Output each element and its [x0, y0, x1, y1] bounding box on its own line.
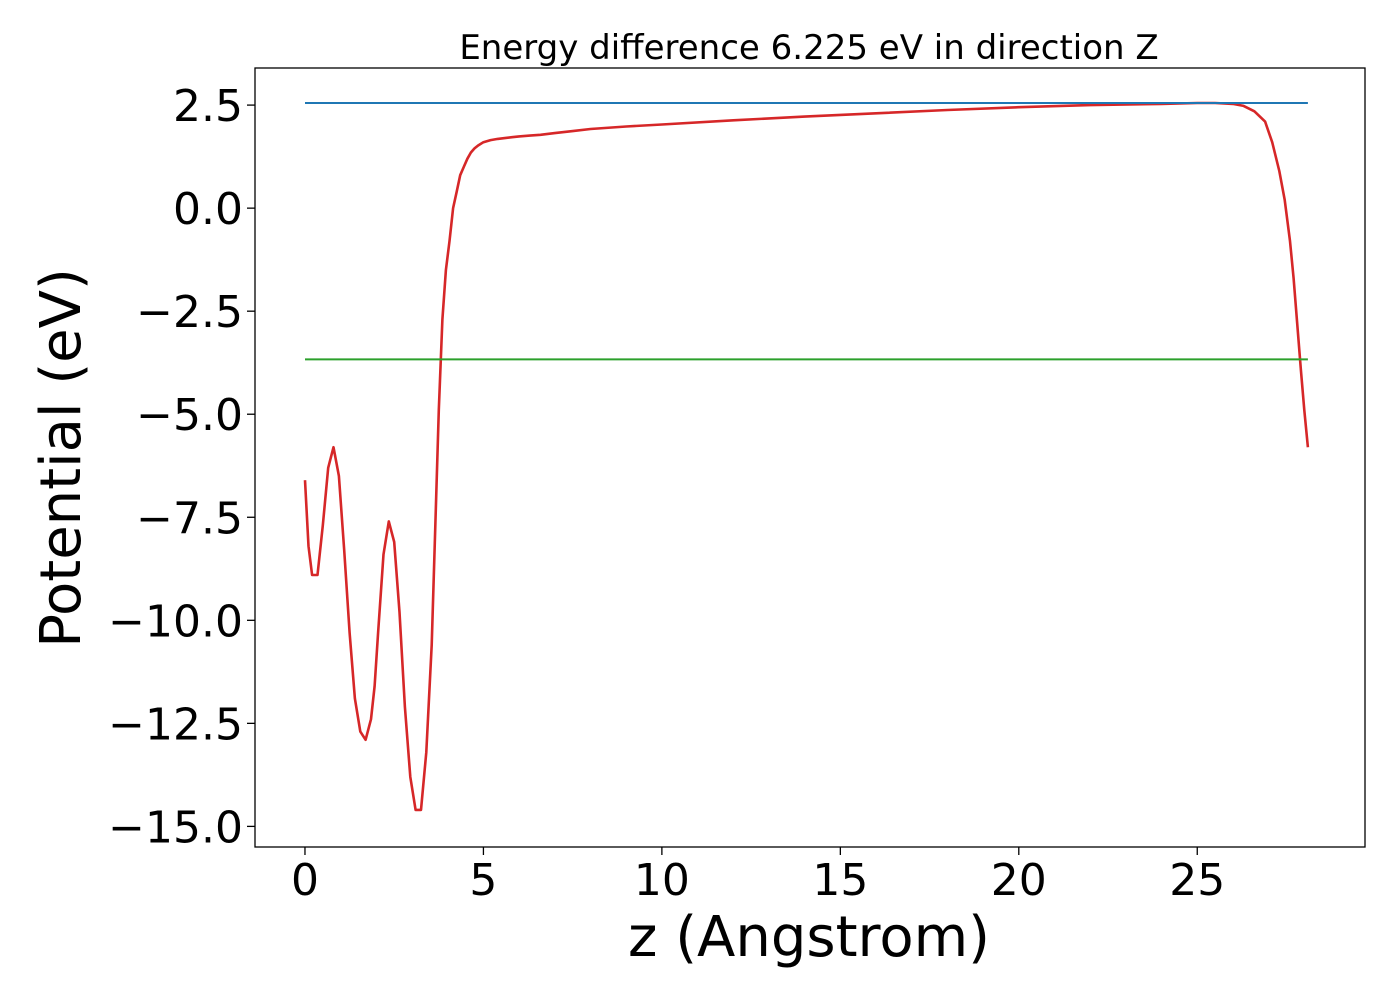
y-tick-label: −15.0 — [108, 802, 243, 853]
x-tick-label: 15 — [812, 855, 868, 906]
y-tick-label: 2.5 — [173, 81, 243, 132]
y-tick-label: −2.5 — [136, 287, 243, 338]
y-tick-label: −10.0 — [108, 596, 243, 647]
chart-title: Energy difference 6.225 eV in direction … — [459, 28, 1158, 68]
series-line-0 — [303, 101, 1310, 812]
x-axis: 0 5 10 15 20 25 — [291, 847, 1225, 906]
x-tick-label: 20 — [991, 855, 1047, 906]
x-tick-label: 10 — [634, 855, 690, 906]
x-tick-label: 0 — [291, 855, 319, 906]
y-axis: 2.5 0.0 −2.5 −5.0 −7.5 −10.0 −12.5 −15.0 — [108, 81, 255, 853]
y-tick-label: −12.5 — [108, 699, 243, 750]
plot-frame — [254, 67, 1366, 848]
series-layer — [303, 101, 1310, 812]
y-tick-label: −5.0 — [136, 390, 243, 441]
y-tick-label: 0.0 — [173, 184, 243, 235]
x-axis-label: z (Angstrom) — [628, 905, 990, 970]
x-tick-label: 5 — [469, 855, 497, 906]
x-tick-label: 25 — [1169, 855, 1225, 906]
y-tick-label: −7.5 — [136, 493, 243, 544]
y-axis-label: Potential (eV) — [29, 268, 94, 648]
